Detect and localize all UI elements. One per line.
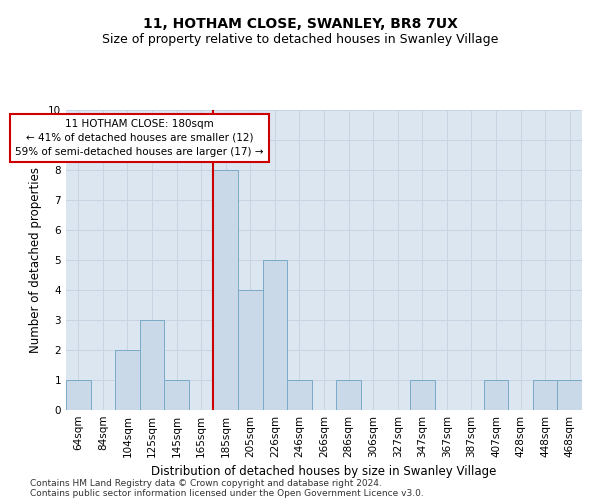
Bar: [557, 380, 582, 410]
Bar: [238, 290, 263, 410]
Bar: [140, 320, 164, 410]
Bar: [66, 380, 91, 410]
Bar: [164, 380, 189, 410]
Text: 11 HOTHAM CLOSE: 180sqm
← 41% of detached houses are smaller (12)
59% of semi-de: 11 HOTHAM CLOSE: 180sqm ← 41% of detache…: [16, 119, 264, 157]
Bar: [115, 350, 140, 410]
Bar: [263, 260, 287, 410]
Text: Contains public sector information licensed under the Open Government Licence v3: Contains public sector information licen…: [30, 488, 424, 498]
Bar: [336, 380, 361, 410]
Y-axis label: Number of detached properties: Number of detached properties: [29, 167, 43, 353]
Bar: [484, 380, 508, 410]
Bar: [214, 170, 238, 410]
Bar: [287, 380, 312, 410]
X-axis label: Distribution of detached houses by size in Swanley Village: Distribution of detached houses by size …: [151, 466, 497, 478]
Text: Contains HM Land Registry data © Crown copyright and database right 2024.: Contains HM Land Registry data © Crown c…: [30, 478, 382, 488]
Text: Size of property relative to detached houses in Swanley Village: Size of property relative to detached ho…: [102, 32, 498, 46]
Bar: [533, 380, 557, 410]
Text: 11, HOTHAM CLOSE, SWANLEY, BR8 7UX: 11, HOTHAM CLOSE, SWANLEY, BR8 7UX: [143, 18, 457, 32]
Bar: [410, 380, 434, 410]
